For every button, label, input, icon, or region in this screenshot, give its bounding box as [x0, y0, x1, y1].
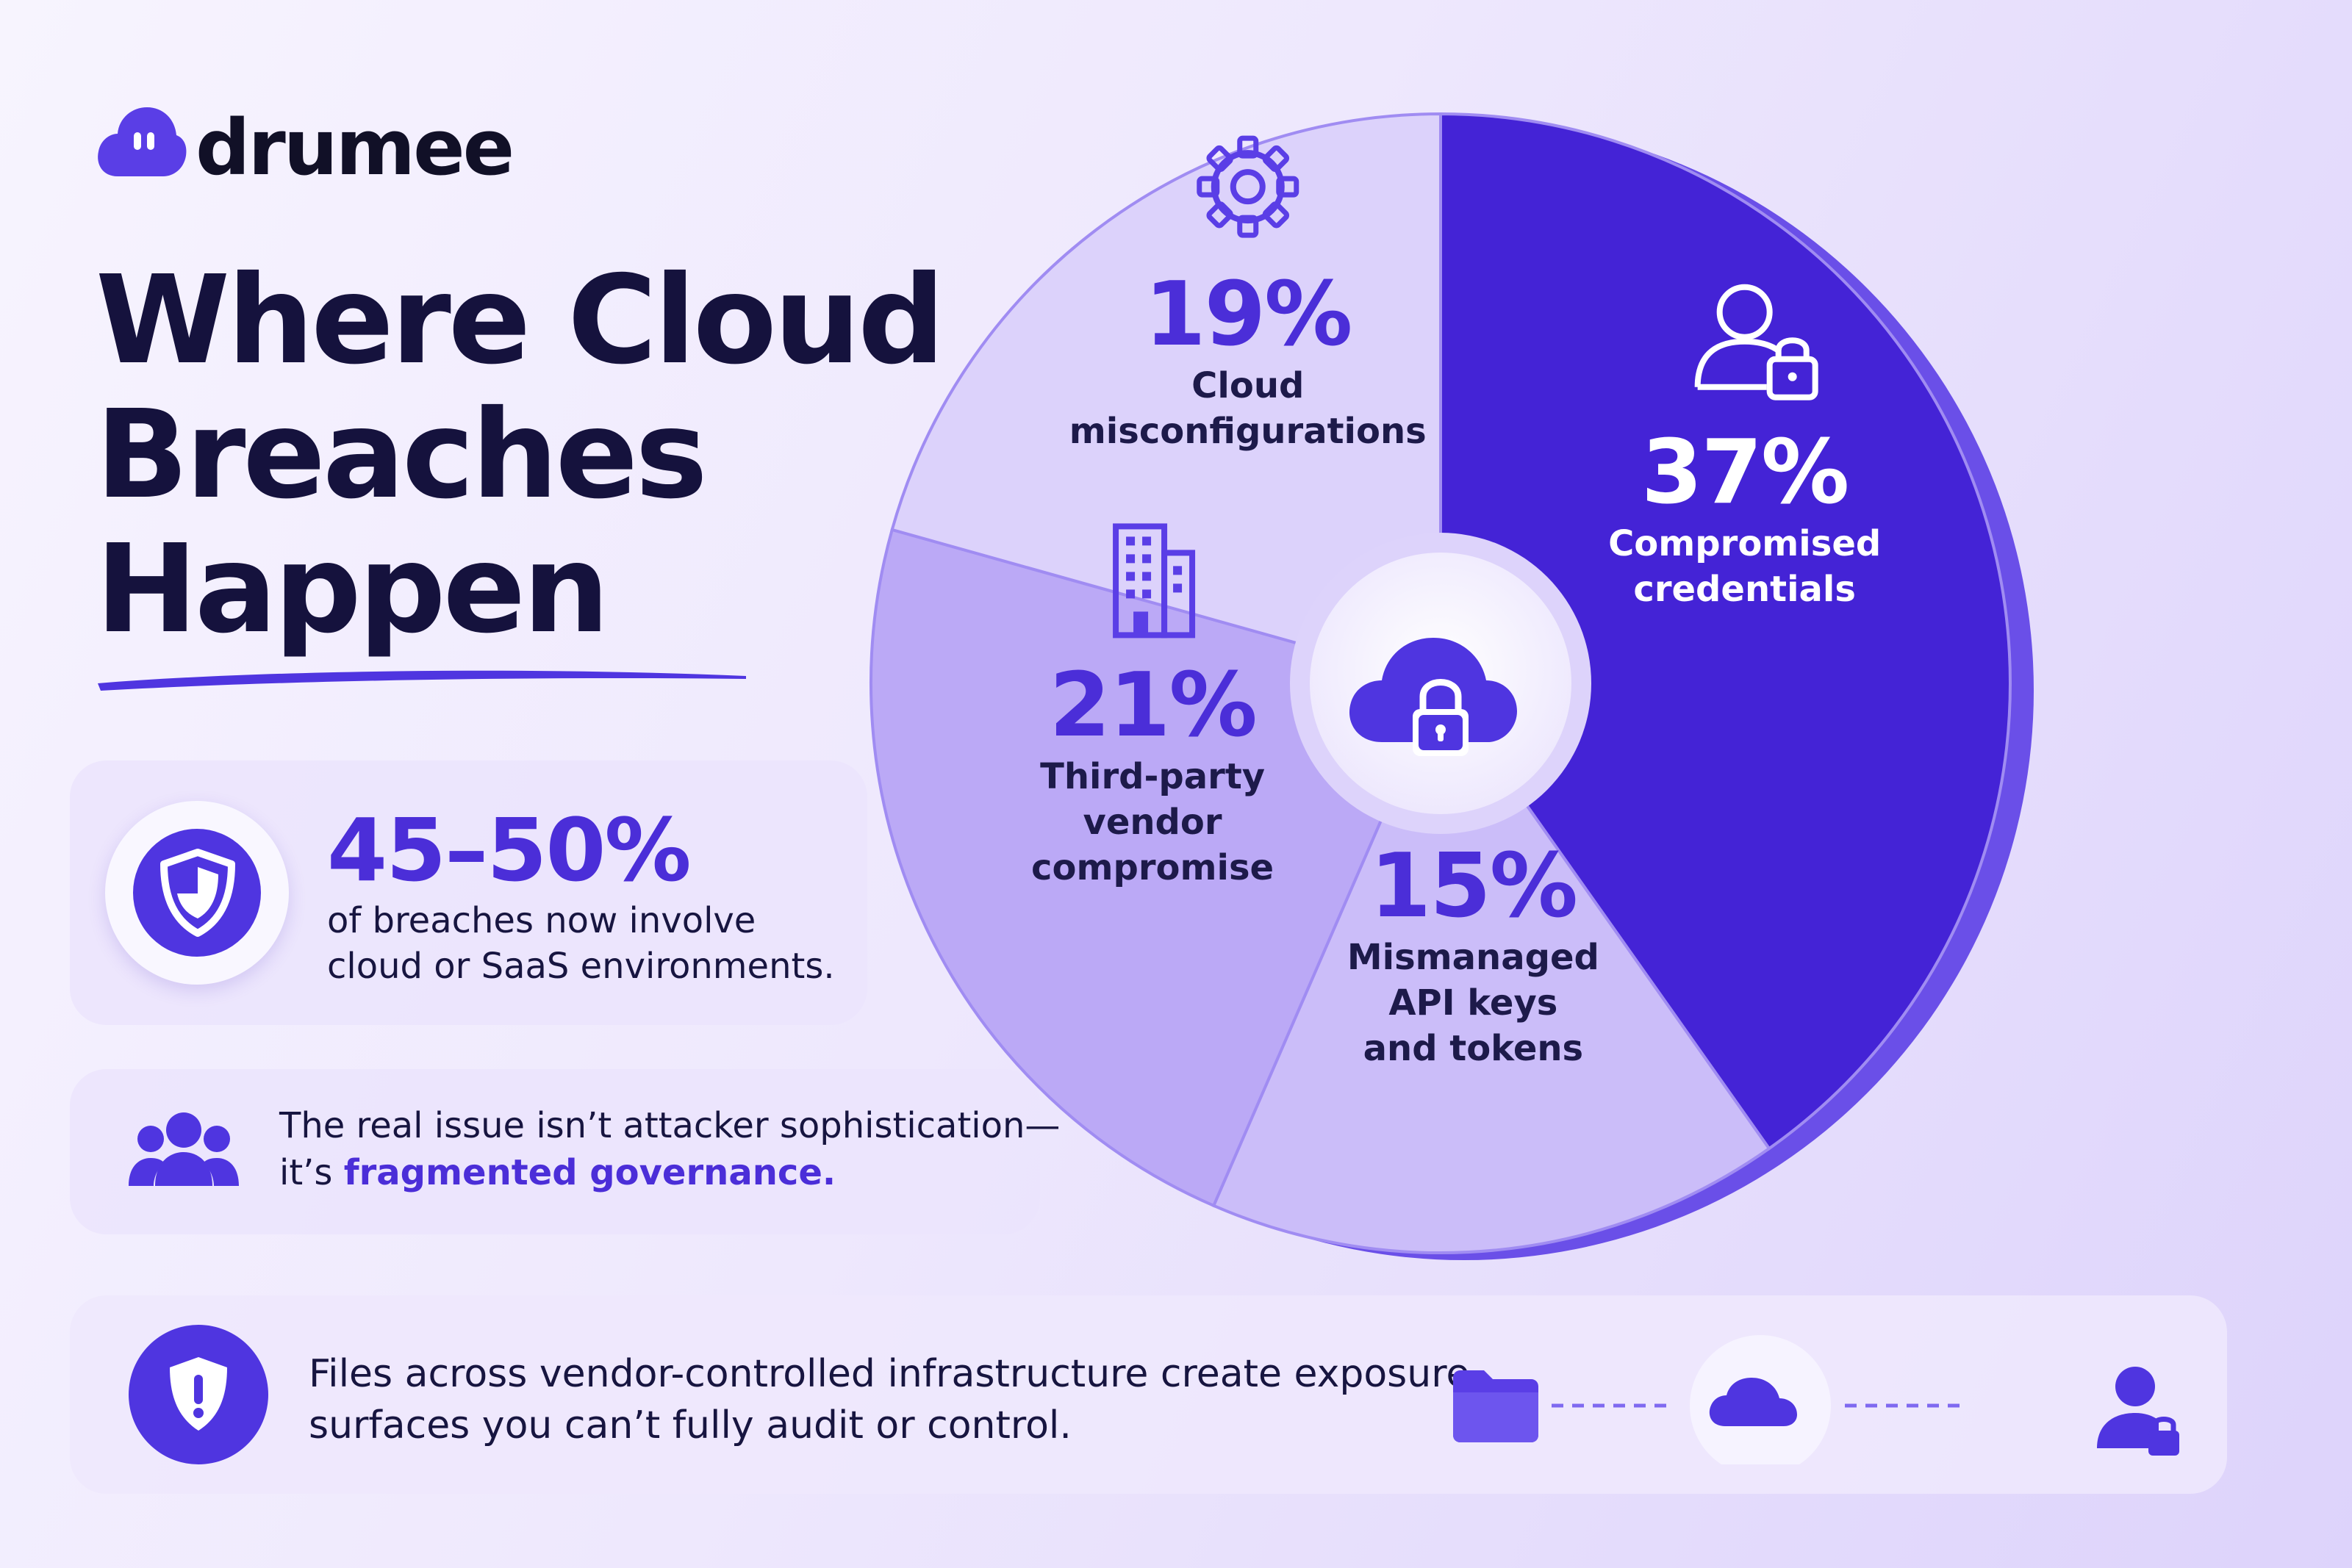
title-line-3: Happen	[96, 519, 609, 661]
pie-chart: 37% Compromised credentials 15% Mismanaged AP…	[867, 44, 2132, 1308]
title-underline	[98, 670, 746, 691]
exposure-line-1: Files across vendor-controlled infrastru…	[309, 1352, 1470, 1396]
users-group-icon	[129, 1112, 239, 1186]
slice-caption: vendor	[1083, 802, 1222, 844]
stat-line-1: of breaches now involve	[327, 900, 756, 941]
slice-caption: Cloud	[1191, 365, 1305, 407]
stat-card: 45–50% of breaches now involve cloud or …	[70, 760, 867, 1025]
issue-line-1: The real issue isn’t attacker sophistica…	[279, 1105, 1061, 1146]
gear-icon	[1197, 135, 1299, 238]
pie-chart-svg	[870, 112, 2034, 1260]
folder-icon	[1453, 1370, 1538, 1442]
shield-icon	[160, 849, 235, 937]
slice-caption: API keys	[1388, 982, 1558, 1024]
slice-caption: Third-party	[1040, 756, 1266, 798]
user-lock-icon	[2097, 1367, 2179, 1456]
slice-caption: misconfigurations	[1069, 411, 1427, 453]
title-line-1: Where Cloud	[96, 250, 945, 392]
stat-description: of breaches now involve cloud or SaaS en…	[327, 898, 835, 989]
exposure-flow	[1453, 1335, 2179, 1464]
slice-label: 19% Cloud misconfigurations	[1069, 267, 1427, 454]
slice-value: 21%	[1049, 655, 1257, 758]
exposure-card: Files across vendor-controlled infrastru…	[70, 1295, 2227, 1494]
issue-line-2-prefix: it’s	[279, 1152, 344, 1193]
slice-value: 15%	[1369, 835, 1578, 938]
slice-caption: credentials	[1633, 568, 1856, 610]
page-title: Where Cloud Breaches Happen	[96, 250, 945, 661]
slice-label: 21% Third-party vendor compromise	[1031, 658, 1274, 891]
exposure-line-2: surfaces you can’t fully audit or contro…	[309, 1403, 1072, 1447]
stat-badge	[105, 801, 289, 985]
cloud-icon	[1709, 1378, 1797, 1426]
issue-line-2: it’s fragmented governance.	[279, 1149, 1060, 1196]
slice-value: 37%	[1641, 421, 1849, 524]
stat-line-2: cloud or SaaS environments.	[327, 946, 835, 987]
cloud-logo-icon	[98, 107, 187, 176]
user-lock-icon	[1694, 284, 1818, 400]
cloud-lock-icon	[1349, 638, 1517, 742]
pie-slice	[1439, 112, 2012, 1151]
title-line-2: Breaches	[96, 384, 708, 526]
slice-label: 15% Mismanaged API keys and tokens	[1347, 835, 1599, 1071]
slice-label: 37% Compromised credentials	[1608, 425, 1881, 612]
issue-statement: The real issue isn’t attacker sophistica…	[279, 1102, 1060, 1196]
building-icon	[1113, 523, 1196, 639]
pie-slice	[1211, 680, 1771, 1255]
slice-caption: Compromised	[1608, 522, 1882, 564]
exposure-badge	[129, 1325, 268, 1464]
brand-logo: drumee	[96, 100, 514, 195]
slice-caption: Mismanaged	[1347, 936, 1599, 978]
brand-name: drumee	[196, 103, 514, 193]
exposure-statement: Files across vendor-controlled infrastru…	[309, 1348, 1469, 1451]
shield-alert-icon	[170, 1357, 227, 1431]
slice-caption: and tokens	[1363, 1027, 1584, 1069]
slice-caption: compromise	[1031, 847, 1274, 889]
stat-value: 45–50%	[327, 799, 692, 901]
issue-card: The real issue isn’t attacker sophistica…	[70, 1069, 1060, 1234]
issue-highlight: fragmented governance.	[343, 1152, 836, 1193]
slice-value: 19%	[1144, 264, 1352, 367]
center-hub	[1290, 533, 1591, 834]
pie-slice	[890, 112, 1442, 686]
